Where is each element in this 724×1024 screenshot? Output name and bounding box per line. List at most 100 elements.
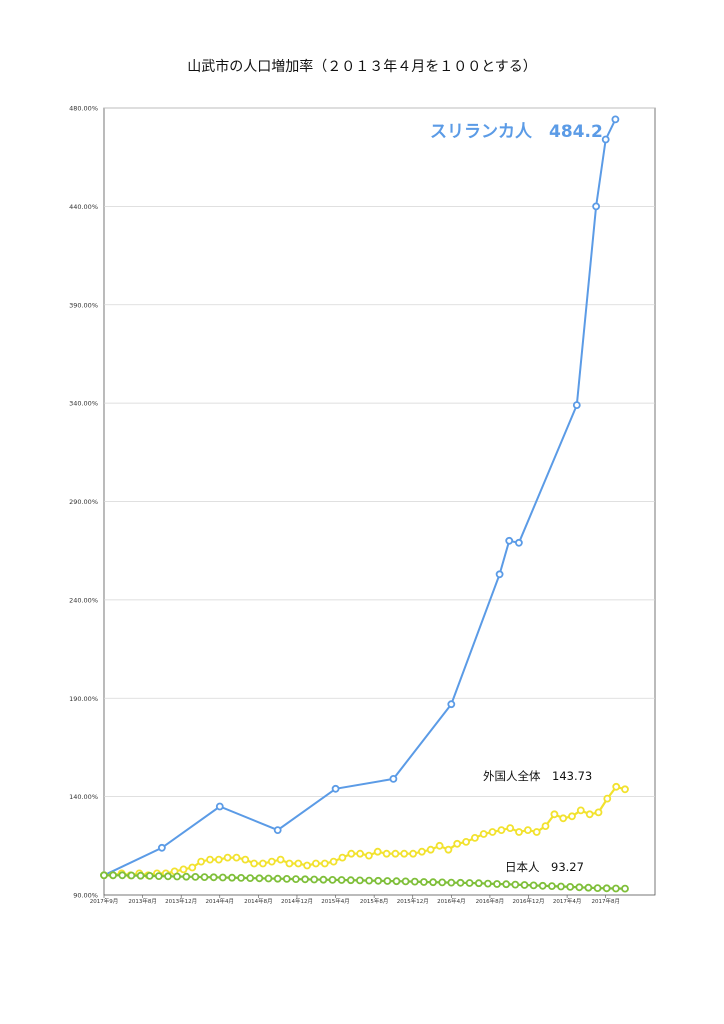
- data-point: [465, 879, 474, 887]
- data-point: [285, 859, 294, 868]
- data-point: [355, 876, 364, 885]
- data-point: [310, 875, 319, 884]
- data-point: [109, 871, 117, 880]
- data-point: [182, 872, 191, 881]
- x-tick-label: 2017年4月: [553, 897, 582, 905]
- data-point: [538, 881, 547, 890]
- x-tick-label: 2016年4月: [437, 897, 466, 905]
- data-point: [502, 880, 511, 889]
- data-point: [541, 822, 550, 830]
- series-line: [103, 118, 617, 877]
- data-point: [200, 873, 209, 881]
- data-point: [311, 859, 320, 868]
- data-point: [506, 824, 515, 832]
- data-point: [346, 876, 355, 885]
- data-point: [392, 877, 401, 886]
- data-point: [382, 849, 391, 858]
- data-point: [118, 871, 127, 880]
- data-point: [331, 784, 340, 793]
- data-point: [621, 785, 629, 794]
- data-point: [228, 873, 236, 882]
- data-point: [246, 874, 255, 882]
- data-point: [173, 872, 182, 881]
- data-point: [593, 884, 602, 892]
- x-tick-label: 2013年8月: [128, 897, 157, 905]
- data-point: [462, 838, 471, 846]
- data-point: [532, 828, 541, 836]
- data-point: [401, 877, 410, 886]
- data-point: [291, 875, 300, 883]
- data-point: [479, 830, 488, 838]
- x-tick-label: 2017年9月: [90, 897, 119, 905]
- y-tick-label: 90.00%: [73, 892, 98, 900]
- chart-title: 山武市の人口増加率（２０１３年４月を１００とする）: [187, 59, 537, 75]
- data-point: [154, 872, 163, 880]
- data-point: [273, 874, 282, 883]
- data-point: [447, 878, 456, 887]
- y-tick-label: 340.00%: [69, 400, 98, 408]
- data-point: [258, 859, 267, 868]
- y-tick-label: 440.00%: [69, 203, 98, 211]
- data-point: [276, 855, 285, 864]
- data-point: [419, 878, 428, 886]
- data-point: [301, 875, 310, 884]
- data-point: [429, 878, 438, 887]
- data-point: [255, 874, 264, 883]
- data-point: [488, 828, 497, 836]
- data-point: [456, 878, 465, 887]
- x-tick-label: 2015年4月: [321, 897, 350, 905]
- data-point: [550, 810, 559, 819]
- data-point: [495, 570, 504, 579]
- series-annotation: スリランカ人 484.2: [430, 122, 603, 142]
- data-point: [470, 834, 479, 842]
- data-point: [373, 847, 382, 856]
- data-point: [214, 855, 223, 864]
- data-point: [594, 808, 603, 817]
- data-point: [218, 873, 227, 882]
- x-tick-label: 2015年12月: [397, 897, 429, 905]
- data-point: [511, 880, 520, 889]
- data-point: [391, 849, 400, 858]
- data-point: [453, 839, 462, 848]
- data-point: [319, 875, 328, 884]
- data-point: [417, 847, 426, 856]
- data-point: [548, 882, 556, 890]
- x-tick-label: 2014年8月: [244, 897, 273, 905]
- data-point: [191, 873, 200, 881]
- data-point: [328, 876, 337, 884]
- data-point: [435, 841, 444, 850]
- y-tick-label: 480.00%: [69, 105, 98, 113]
- data-point: [356, 849, 365, 858]
- data-point: [515, 538, 523, 547]
- data-point: [223, 853, 232, 862]
- data-point: [585, 810, 594, 819]
- x-tick-label: 2014年4月: [206, 897, 235, 905]
- data-point: [365, 876, 374, 885]
- data-point: [206, 855, 214, 864]
- data-point: [188, 863, 197, 872]
- data-point: [568, 812, 576, 821]
- data-point: [100, 871, 108, 880]
- series-annotation: 外国人全体 143.73: [483, 769, 592, 783]
- x-tick-label: 2016年8月: [476, 897, 505, 905]
- data-point: [145, 872, 154, 880]
- data-point: [374, 876, 383, 885]
- data-point: [303, 861, 312, 870]
- data-point: [410, 877, 419, 886]
- data-point: [621, 884, 629, 893]
- data-point: [250, 859, 259, 868]
- x-tick-label: 2014年12月: [281, 897, 313, 905]
- data-point: [364, 851, 373, 860]
- data-point: [400, 849, 409, 858]
- data-point: [611, 115, 620, 124]
- series-line: [104, 874, 626, 890]
- data-point: [575, 883, 584, 892]
- x-tick-label: 2017年8月: [591, 897, 620, 905]
- data-point: [320, 859, 329, 868]
- data-point: [474, 879, 483, 888]
- data-point: [215, 802, 224, 811]
- data-point: [572, 401, 581, 410]
- data-point: [592, 202, 600, 211]
- data-point: [447, 700, 456, 709]
